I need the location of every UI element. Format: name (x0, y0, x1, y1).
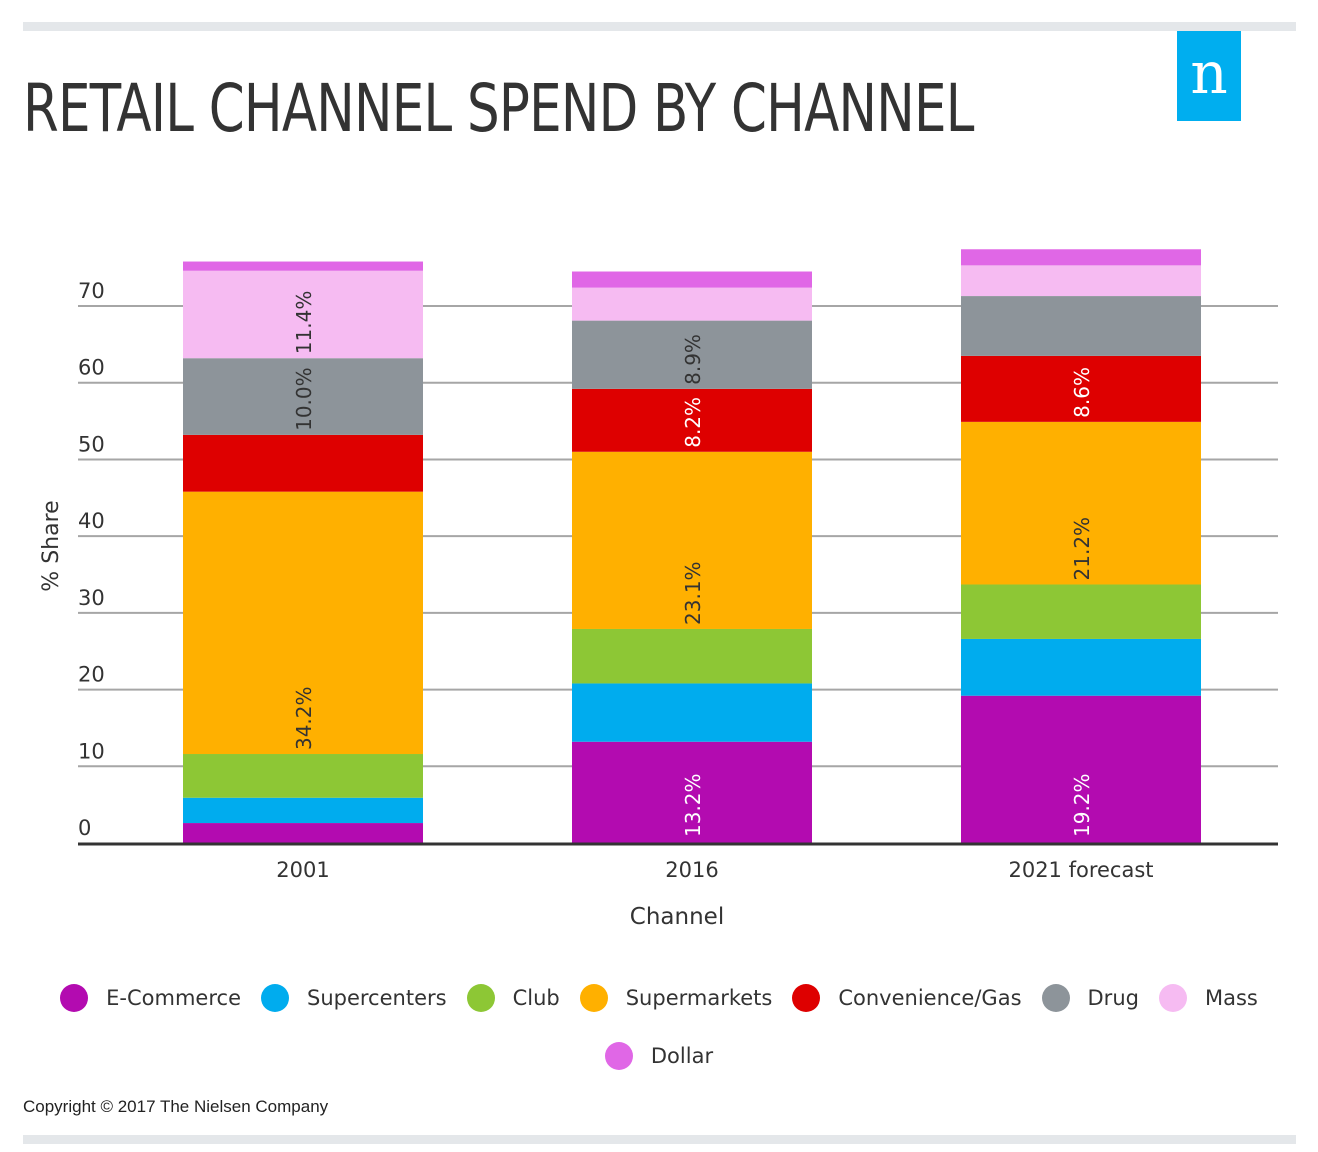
legend-label: Club (512, 986, 560, 1010)
legend-label: E-Commerce (106, 986, 241, 1010)
legend-label: Supercenters (307, 986, 447, 1010)
legend-swatch-icon (792, 984, 821, 1012)
bar-segment (183, 754, 423, 798)
bar-segment (183, 797, 423, 824)
legend-item[interactable]: Supercenters (261, 982, 447, 1014)
y-tick-label: 0 (78, 816, 91, 840)
nielsen-logo: n (1177, 31, 1241, 121)
legend-item[interactable]: Drug (1041, 982, 1139, 1014)
bar-segment (572, 271, 812, 288)
bar-segment (961, 695, 1201, 843)
y-tick-label: 10 (78, 739, 105, 763)
legend-item[interactable]: Supermarkets (579, 982, 773, 1014)
y-tick-label: 60 (78, 356, 105, 380)
legend-swatch-icon (579, 984, 608, 1012)
legend-swatch-icon (60, 984, 89, 1012)
y-axis-label: % Share (39, 500, 64, 591)
y-tick-label: 50 (78, 432, 105, 456)
data-label: 8.9% (681, 334, 705, 385)
legend-swatch-icon (261, 984, 289, 1012)
legend-row: E-Commerce Supercenters Club Supermarkets Co… (0, 982, 1318, 1072)
bar-segment (183, 261, 423, 271)
y-tick-label: 20 (78, 663, 105, 687)
bars (183, 249, 1201, 843)
data-label: 34.2% (292, 686, 316, 750)
x-tick-label: 2016 (665, 858, 718, 882)
bar-segment (572, 683, 812, 742)
chart-legend: E-Commerce Supercenters Club Supermarkets Co… (0, 982, 1318, 1072)
data-label: 10.0% (292, 367, 316, 431)
data-label: 23.1% (681, 561, 705, 625)
bar-segment (961, 265, 1201, 297)
top-divider (23, 22, 1296, 31)
bar-segment (572, 628, 812, 684)
bar-segment (183, 270, 423, 359)
data-label: 21.2% (1070, 517, 1094, 581)
legend-item[interactable]: Mass (1158, 982, 1258, 1014)
data-label: 19.2% (1070, 773, 1094, 837)
x-axis-ticks: 2001 2016 2021 forecast (276, 858, 1153, 882)
bar-segment (572, 320, 812, 389)
bar-segment (183, 491, 423, 755)
bar-segment (572, 388, 812, 452)
bottom-divider (23, 1135, 1296, 1144)
segment-labels: 34.2% 10.0% 11.4% 13.2% 23.1% 8.2% 8.9% 19.2% 21… (292, 291, 1094, 837)
legend-swatch-icon (604, 1042, 633, 1070)
x-tick-label: 2021 forecast (1008, 858, 1153, 882)
legend-label: Dollar (650, 1044, 714, 1068)
legend-swatch-icon (466, 984, 495, 1012)
legend-label: Convenience/Gas (838, 986, 1022, 1010)
y-axis-ticks: 0 10 20 30 40 50 60 70 (78, 279, 105, 840)
bar-segment (183, 823, 423, 843)
bar-segment (961, 355, 1201, 422)
bar-segment (572, 287, 812, 321)
legend-label: Drug (1087, 986, 1139, 1010)
bar-segment (572, 451, 812, 629)
bar-segment (183, 434, 423, 492)
bar-segment (961, 421, 1201, 585)
data-label: 8.6% (1070, 367, 1094, 418)
bar-segment (961, 249, 1201, 266)
bar-segment (961, 584, 1201, 639)
legend-item[interactable]: Dollar (604, 1040, 714, 1072)
x-tick-label: 2001 (276, 858, 329, 882)
bar-segment (961, 296, 1201, 356)
x-axis-label: Channel (630, 904, 724, 930)
page-title: RETAIL CHANNEL SPEND BY CHANNEL (23, 70, 974, 147)
legend-item[interactable]: E-Commerce (60, 982, 241, 1014)
bar-segment (572, 741, 812, 843)
stacked-bar-chart: 0 10 20 30 40 50 60 70 34.2% 10.0% 11.4% 13.2% 23.1… (39, 249, 1278, 930)
data-label: 11.4% (292, 291, 316, 355)
data-label: 13.2% (681, 773, 705, 837)
legend-item[interactable]: Club (466, 982, 560, 1014)
bar-segment (183, 358, 423, 435)
legend-label: Mass (1204, 986, 1258, 1010)
copyright-text: Copyright © 2017 The Nielsen Company (23, 1097, 329, 1116)
y-tick-label: 70 (78, 279, 105, 303)
nielsen-logo-icon: n (1190, 39, 1228, 107)
legend-swatch-icon (1158, 984, 1187, 1012)
y-tick-label: 40 (78, 509, 105, 533)
legend-label: Supermarkets (625, 986, 773, 1010)
data-label: 8.2% (681, 397, 705, 448)
y-tick-label: 30 (78, 586, 105, 610)
bar-segment (961, 638, 1201, 696)
legend-item[interactable]: Convenience/Gas (792, 982, 1022, 1014)
legend-swatch-icon (1041, 984, 1070, 1012)
